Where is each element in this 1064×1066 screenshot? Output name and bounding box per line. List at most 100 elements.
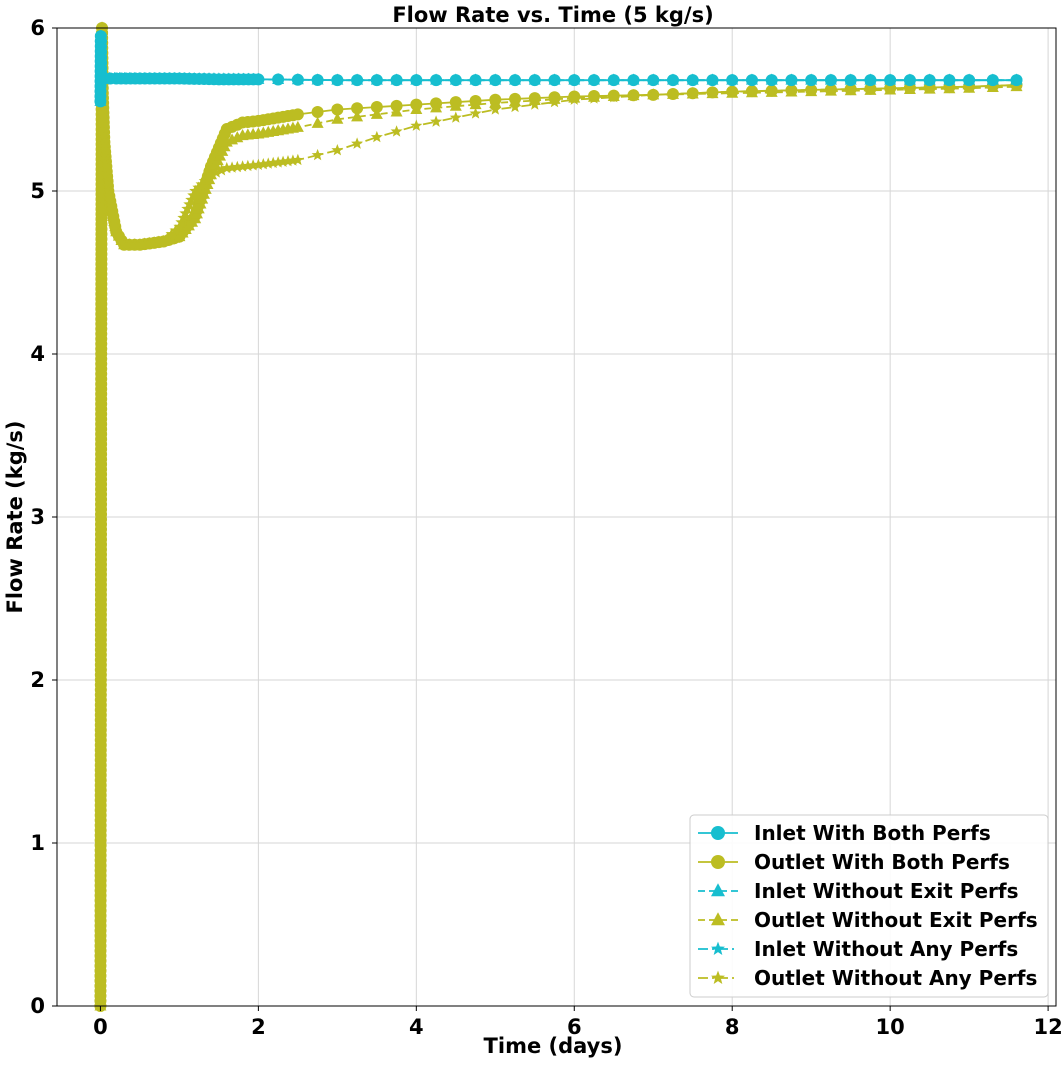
data-point-star <box>449 111 462 123</box>
data-point-star <box>95 352 108 365</box>
data-point-star <box>449 73 462 86</box>
data-point-star <box>805 73 818 86</box>
data-point-star <box>95 247 108 260</box>
data-point-star <box>94 663 107 676</box>
data-point-star <box>95 327 108 340</box>
x-tick-label: 2 <box>251 1015 266 1039</box>
data-point-star <box>884 73 897 86</box>
data-point-star <box>98 140 111 153</box>
data-point-star <box>331 143 344 156</box>
data-point-star <box>95 387 108 400</box>
data-point-star <box>903 73 916 86</box>
data-point-star <box>94 738 107 751</box>
data-point-circle <box>711 826 725 840</box>
data-point-star <box>94 979 107 992</box>
data-point-star <box>726 85 739 97</box>
data-point-star <box>95 202 108 215</box>
data-point-star <box>94 673 107 686</box>
data-point-star <box>94 774 107 786</box>
data-point-star <box>94 829 107 841</box>
data-point-star <box>282 154 294 167</box>
data-point-star <box>711 941 725 955</box>
data-point-star <box>226 161 239 173</box>
x-axis-label: Time (days) <box>484 1034 623 1058</box>
data-point-star <box>95 262 108 275</box>
data-point-star <box>220 161 233 174</box>
data-point-star <box>370 73 383 86</box>
data-point-star <box>548 73 561 86</box>
data-point-star <box>711 970 725 984</box>
data-point-star <box>95 272 108 285</box>
data-point-star <box>115 234 128 246</box>
legend-box <box>689 814 1049 998</box>
data-point-triangle <box>449 99 462 111</box>
data-point-star <box>158 72 171 84</box>
data-point-star <box>94 959 107 971</box>
data-point-star <box>163 72 176 84</box>
data-point-star <box>95 523 108 535</box>
data-point-triangle <box>331 112 344 124</box>
data-point-star <box>94 799 107 811</box>
data-point-star <box>94 884 107 896</box>
data-point-star <box>94 939 107 951</box>
data-point-star <box>94 543 107 555</box>
data-point-star <box>94 934 107 946</box>
data-point-star <box>588 73 601 86</box>
data-point-star <box>95 463 108 475</box>
data-point-star <box>410 73 423 86</box>
data-point-star <box>844 73 857 86</box>
data-point-star <box>95 498 108 510</box>
data-point-star <box>607 90 620 103</box>
series-outlet-without-any-perfs <box>94 21 1023 1012</box>
data-point-star <box>95 528 107 540</box>
data-point-star <box>189 184 202 197</box>
data-point-star <box>95 458 108 470</box>
data-point-star <box>267 156 280 169</box>
data-point-star <box>94 919 107 931</box>
data-point-star <box>331 73 344 86</box>
data-point-star <box>173 72 186 84</box>
data-point-star <box>215 164 228 176</box>
data-point-star <box>94 638 107 650</box>
data-point-star <box>133 238 146 250</box>
data-point-star <box>95 382 108 395</box>
data-point-star <box>95 237 108 250</box>
data-point-star <box>94 548 107 560</box>
data-point-star <box>198 174 211 187</box>
data-point-star <box>765 84 778 96</box>
data-point-star <box>94 779 107 791</box>
y-tick-label: 4 <box>30 342 45 366</box>
data-point-star <box>95 242 108 255</box>
data-point-star <box>257 158 270 170</box>
data-point-star <box>607 73 620 86</box>
data-point-star <box>109 220 122 232</box>
legend-entry-label: Outlet Without Exit Perfs <box>754 908 1038 932</box>
data-point-star <box>210 166 223 178</box>
data-point-star <box>95 483 108 495</box>
data-point-star <box>94 683 107 696</box>
data-point-star <box>95 397 108 410</box>
data-point-star <box>133 72 146 84</box>
data-point-star <box>785 73 798 86</box>
data-point-star <box>390 125 403 137</box>
data-point-star <box>94 85 107 97</box>
data-point-star <box>95 362 108 375</box>
data-point-star <box>105 199 118 212</box>
data-point-star <box>410 119 423 131</box>
data-point-star <box>94 944 107 956</box>
data-point-star <box>94 924 107 936</box>
data-point-star <box>94 713 107 726</box>
data-point-star <box>153 72 166 84</box>
y-axis-label: Flow Rate (kg/s) <box>3 421 27 614</box>
data-point-star <box>101 174 114 187</box>
data-point-triangle <box>311 116 324 128</box>
data-point-star <box>252 158 265 171</box>
data-point-star <box>95 217 108 230</box>
data-point-star <box>94 703 107 716</box>
data-point-star <box>94 718 107 731</box>
data-point-star <box>95 347 108 360</box>
data-point-circle <box>311 105 324 118</box>
data-point-star <box>95 488 108 500</box>
data-point-star <box>227 72 240 85</box>
